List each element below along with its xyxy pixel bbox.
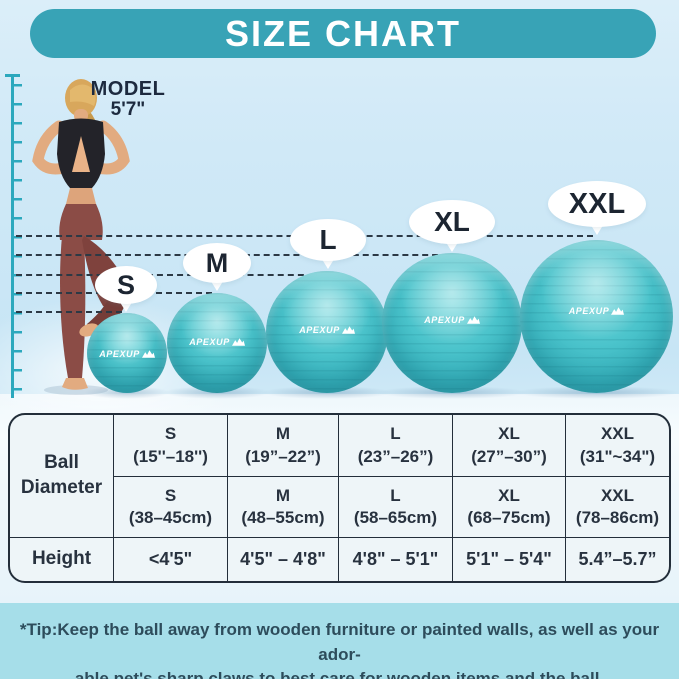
- table-cell-height-l: 4'8" – 5'1": [339, 538, 453, 581]
- apexup-logo: APEXUP: [167, 337, 267, 347]
- size-bubble-s: S: [95, 266, 157, 304]
- height-ruler: [11, 74, 14, 398]
- table-cell-cm-xxl: XXL (78–86cm): [566, 477, 669, 538]
- size-label: L: [319, 224, 337, 255]
- title-banner: SIZE CHART: [30, 9, 656, 58]
- size-label: M: [205, 247, 229, 278]
- exercise-ball-xxl: APEXUP: [520, 240, 673, 393]
- page-title: SIZE CHART: [225, 12, 461, 54]
- table-cell-inch-xl: XL (27”–30”): [453, 415, 566, 477]
- mountain-icon: [466, 316, 480, 324]
- mountain-icon: [231, 338, 245, 346]
- table-cell-cm-xl: XL (68–75cm): [453, 477, 566, 538]
- table-cell-height-s: <4'5": [114, 538, 228, 581]
- tip-footer: *Tip:Keep the ball away from wooden furn…: [0, 603, 679, 679]
- size-label: XL: [434, 206, 470, 237]
- size-bubble-m: M: [183, 243, 251, 283]
- measure-line-l: [16, 274, 324, 276]
- table-cell-cm-l: L (58–65cm): [339, 477, 453, 538]
- apexup-logo: APEXUP: [382, 315, 522, 325]
- table-cell-height-xl: 5'1" – 5'4": [453, 538, 566, 581]
- table-cell-cm-s: S (38–45cm): [114, 477, 228, 538]
- mountain-icon: [611, 307, 625, 315]
- table-cell-cm-m: M (48–55cm): [228, 477, 339, 538]
- exercise-ball-xl: APEXUP: [382, 253, 522, 393]
- table-cell-inch-s: S (15''–18''): [114, 415, 228, 477]
- mountain-icon: [141, 350, 155, 358]
- size-bubble-l: L: [290, 219, 366, 261]
- size-label: XXL: [568, 187, 626, 220]
- size-bubble-xxl: XXL: [548, 181, 646, 227]
- table-cell-inch-xxl: XXL (31"~34"): [566, 415, 669, 477]
- apexup-logo: APEXUP: [266, 325, 388, 335]
- apexup-logo: APEXUP: [87, 349, 167, 359]
- table-cell-height-m: 4'5" – 4'8": [228, 538, 339, 581]
- measure-line-s: [16, 311, 122, 313]
- table-header-ball-diameter: Ball Diameter: [10, 415, 114, 538]
- apexup-logo: APEXUP: [520, 306, 673, 316]
- exercise-ball-l: APEXUP: [266, 271, 388, 393]
- model-label-line1: MODEL: [90, 78, 166, 100]
- size-bubble-xl: XL: [409, 200, 495, 244]
- model-label: MODEL 5'7": [86, 78, 170, 121]
- size-label: S: [116, 269, 135, 300]
- exercise-ball-s: APEXUP: [87, 313, 167, 393]
- table-cell-inch-m: M (19”–22”): [228, 415, 339, 477]
- table-header-height: Height: [10, 538, 114, 581]
- mountain-icon: [341, 326, 355, 334]
- table-cell-inch-l: L (23”–26”): [339, 415, 453, 477]
- ruler-ticks: [14, 84, 22, 398]
- exercise-ball-m: APEXUP: [167, 293, 267, 393]
- model-label-line2: 5'7": [110, 99, 146, 120]
- size-table: Ball Diameter S (15''–18'') M (19”–22”) …: [8, 413, 671, 583]
- table-cell-height-xxl: 5.4”–5.7”: [578, 548, 657, 569]
- tip-text-line1: *Tip:Keep the ball away from wooden furn…: [19, 620, 660, 664]
- tip-text-line2: able pet's sharp claws to best care for …: [74, 669, 605, 679]
